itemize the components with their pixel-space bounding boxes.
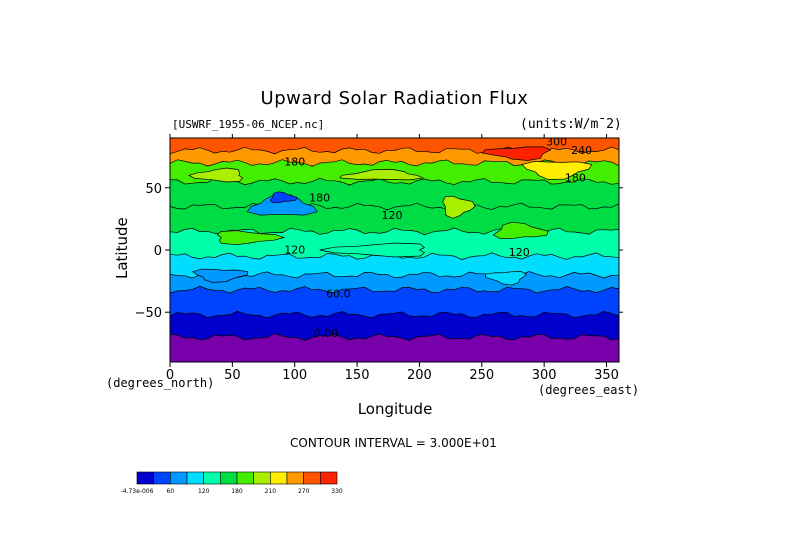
- contour-patch: [521, 161, 593, 180]
- latitude-band: [170, 310, 619, 341]
- heatmap-field: 300 240 180 180 180 120 120 120 60.0 0.00: [170, 135, 619, 362]
- y-tick-label: 0: [154, 244, 162, 259]
- colorbar-swatch: [253, 471, 271, 485]
- colorbar-swatch: [186, 471, 204, 485]
- x-axis-units: (degrees_east): [538, 383, 640, 397]
- colorbar-swatch: [320, 471, 338, 485]
- colorbar-swatch: [303, 471, 321, 485]
- contour-patch: [492, 221, 549, 239]
- y-tick-label: −50: [135, 306, 162, 321]
- colorbar-swatch: [220, 471, 238, 485]
- latitude-band: [170, 333, 619, 362]
- colorbar-tick-label: 210: [265, 488, 277, 495]
- contour-patch: [216, 230, 285, 246]
- latitude-band: [170, 252, 619, 279]
- colorbar-swatch: [136, 471, 154, 485]
- colorbar-tick-label: -4.73e-006: [121, 488, 154, 495]
- x-tick-label: 0: [166, 368, 174, 383]
- contour-interval-text: CONTOUR INTERVAL = 3.000E+01: [290, 436, 497, 450]
- contour-patch: [485, 271, 528, 286]
- colorbar-tick-label: 120: [198, 488, 210, 495]
- x-tick-label: 100: [282, 368, 307, 383]
- colorbar-tick-label: 60: [167, 488, 175, 495]
- colorbar-swatch: [170, 471, 188, 485]
- y-axis-units: (degrees_north): [106, 376, 215, 390]
- x-tick-label: 200: [407, 368, 432, 383]
- y-tick-label: 50: [145, 182, 162, 197]
- colorbar-swatch: [270, 471, 288, 485]
- colorbar-tick-label: 180: [231, 488, 243, 495]
- contour-label: 120: [509, 246, 530, 259]
- contour-label: 300: [546, 135, 567, 148]
- contour-label: 0.00: [314, 327, 339, 340]
- contour-patch: [319, 242, 426, 258]
- x-tick-label: 300: [532, 368, 557, 383]
- x-tick-label: 50: [224, 368, 241, 383]
- colorbar-tick-label: 270: [298, 488, 310, 495]
- contour-label: 60.0: [326, 287, 351, 300]
- contour-patch: [339, 169, 425, 181]
- contour-patch: [481, 146, 552, 161]
- dataset-label: [USWRF_1955-06_NCEP.nc]: [172, 118, 325, 131]
- contour-label: 120: [284, 244, 305, 257]
- contour-label: 180: [565, 172, 586, 185]
- colorbar-swatch: [236, 471, 254, 485]
- contour-label: 120: [382, 209, 403, 222]
- contour-patch: [269, 191, 298, 204]
- colorbar-swatch: [286, 471, 304, 485]
- x-axis-label: Longitude: [357, 400, 433, 418]
- chart-title: Upward Solar Radiation Flux: [260, 88, 529, 109]
- contour-label: 240: [571, 144, 592, 157]
- units-label: (units:W/m¯2): [520, 117, 622, 132]
- colorbar-swatch: [153, 471, 171, 485]
- x-tick-label: 350: [594, 368, 619, 383]
- contour-patch: [188, 167, 244, 183]
- contour-patch: [192, 268, 249, 283]
- contour-patch: [442, 195, 476, 219]
- contour-label: 180: [309, 191, 330, 204]
- colorbar-swatch: [203, 471, 221, 485]
- x-tick-label: 150: [345, 368, 370, 383]
- contour-label: 180: [284, 155, 305, 168]
- latitude-band: [170, 285, 619, 319]
- x-tick-label: 250: [469, 368, 494, 383]
- colorbar-tick-label: 330: [331, 488, 343, 495]
